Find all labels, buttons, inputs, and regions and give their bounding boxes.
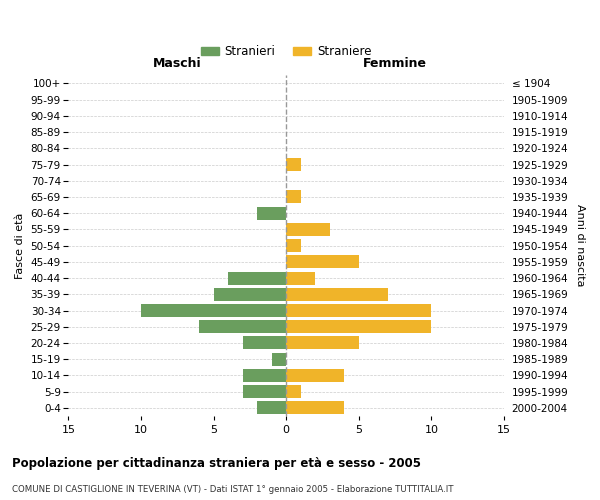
Bar — [199, 320, 286, 333]
Y-axis label: Anni di nascita: Anni di nascita — [575, 204, 585, 287]
Bar — [286, 239, 301, 252]
Bar — [242, 336, 286, 349]
Bar — [286, 288, 388, 301]
Bar — [242, 385, 286, 398]
Bar — [286, 369, 344, 382]
Text: Femmine: Femmine — [363, 58, 427, 70]
Bar — [286, 304, 431, 317]
Bar — [286, 385, 301, 398]
Text: Popolazione per cittadinanza straniera per età e sesso - 2005: Popolazione per cittadinanza straniera p… — [12, 458, 421, 470]
Bar — [286, 256, 359, 268]
Bar — [286, 336, 359, 349]
Bar — [228, 272, 286, 284]
Bar — [141, 304, 286, 317]
Bar — [272, 352, 286, 366]
Text: COMUNE DI CASTIGLIONE IN TEVERINA (VT) - Dati ISTAT 1° gennaio 2005 - Elaborazio: COMUNE DI CASTIGLIONE IN TEVERINA (VT) -… — [12, 485, 454, 494]
Bar — [257, 206, 286, 220]
Bar — [286, 320, 431, 333]
Y-axis label: Fasce di età: Fasce di età — [15, 212, 25, 279]
Bar — [286, 190, 301, 203]
Bar — [242, 369, 286, 382]
Text: Maschi: Maschi — [153, 58, 202, 70]
Bar — [286, 272, 315, 284]
Bar — [286, 402, 344, 414]
Bar — [214, 288, 286, 301]
Bar — [286, 223, 330, 236]
Bar — [257, 402, 286, 414]
Bar — [286, 158, 301, 171]
Legend: Stranieri, Straniere: Stranieri, Straniere — [196, 40, 376, 63]
